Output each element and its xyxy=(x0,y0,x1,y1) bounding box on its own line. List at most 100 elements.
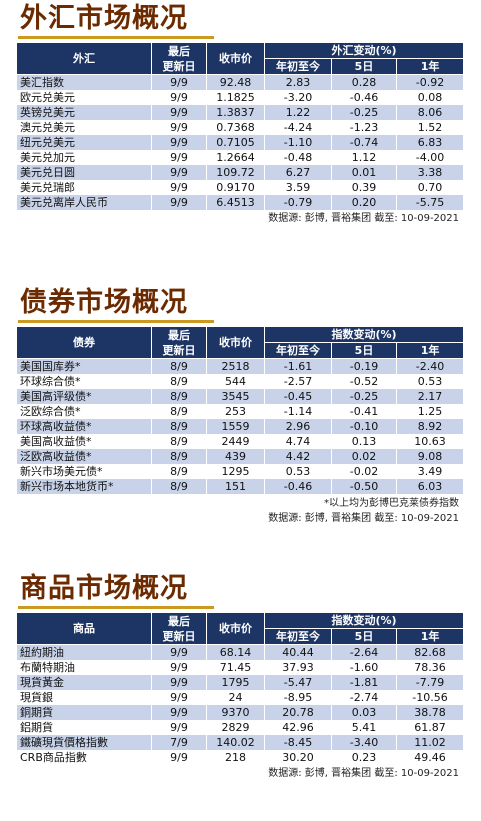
table-row: 美元兑日圆 9/9 109.72 6.27 0.01 3.38 xyxy=(16,165,465,180)
row-ytd: -8.95 xyxy=(264,690,332,705)
row-ytd: 1.22 xyxy=(264,105,332,120)
row-close: 6.4513 xyxy=(206,195,265,210)
row-5d: -0.50 xyxy=(331,479,397,494)
row-last-update: 8/9 xyxy=(151,358,207,374)
row-last-update: 7/9 xyxy=(151,735,207,750)
row-close: 1559 xyxy=(206,419,265,434)
table-row: 現貨銀 9/9 24 -8.95 -2.74 -10.56 xyxy=(16,690,465,705)
row-ytd: -0.45 xyxy=(264,389,332,404)
col-header-close: 收市价 xyxy=(206,42,265,75)
row-last-update: 8/9 xyxy=(151,434,207,449)
row-name: 美汇指数 xyxy=(16,74,152,90)
row-5d: 0.13 xyxy=(331,434,397,449)
row-close: 218 xyxy=(206,750,265,765)
table-row: 布蘭特期油 9/9 71.45 37.93 -1.60 78.36 xyxy=(16,660,465,675)
row-last-update: 9/9 xyxy=(151,165,207,180)
row-5d: -1.81 xyxy=(331,675,397,690)
row-close: 1.1825 xyxy=(206,90,265,105)
row-name: 美元兑离岸人民币 xyxy=(16,195,152,210)
row-1y: -4.00 xyxy=(395,150,465,165)
row-1y: 82.68 xyxy=(395,644,465,660)
row-ytd: -1.14 xyxy=(264,404,332,419)
table-row: 新兴市场美元债* 8/9 1295 0.53 -0.02 3.49 xyxy=(16,464,465,479)
row-last-update: 9/9 xyxy=(151,644,207,660)
row-5d: -0.25 xyxy=(331,105,397,120)
row-5d: 0.23 xyxy=(331,750,397,765)
bond-note: *以上均为彭博巴克莱债券指数 xyxy=(324,498,459,509)
row-close: 3545 xyxy=(206,389,265,404)
col-header-ytd: 年初至今 xyxy=(264,628,332,645)
row-name: 欧元兑美元 xyxy=(16,90,152,105)
row-5d: 0.03 xyxy=(331,705,397,720)
row-name: 新兴市场美元债* xyxy=(16,464,152,479)
row-close: 2829 xyxy=(206,720,265,735)
row-1y: 8.92 xyxy=(395,419,465,434)
row-last-update: 9/9 xyxy=(151,135,207,150)
col-header-close: 收市价 xyxy=(206,326,265,359)
row-5d: 0.02 xyxy=(331,449,397,464)
row-name: 銅期貨 xyxy=(16,705,152,720)
row-5d: -1.23 xyxy=(331,120,397,135)
row-close: 0.7105 xyxy=(206,135,265,150)
table-row: 美汇指数 9/9 92.48 2.83 0.28 -0.92 xyxy=(16,74,465,90)
row-1y: -7.79 xyxy=(395,675,465,690)
row-1y: 6.83 xyxy=(395,135,465,150)
row-last-update: 9/9 xyxy=(151,90,207,105)
row-close: 1.2664 xyxy=(206,150,265,165)
fx-section: 外汇市场概况 外汇 最后 更新日 收市价 外汇变动(%) 年初至今 5日 1年 美… xyxy=(16,2,465,225)
row-1y: 1.52 xyxy=(395,120,465,135)
row-close: 140.02 xyxy=(206,735,265,750)
row-name: 鋁期貨 xyxy=(16,720,152,735)
row-name: 紐約期油 xyxy=(16,644,152,660)
row-name: CRB商品指數 xyxy=(16,750,152,765)
row-5d: -0.25 xyxy=(331,389,397,404)
table-row: 現貨黃金 9/9 1795 -5.47 -1.81 -7.79 xyxy=(16,675,465,690)
row-last-update: 8/9 xyxy=(151,389,207,404)
row-1y: 3.49 xyxy=(395,464,465,479)
row-close: 151 xyxy=(206,479,265,494)
commodity-section: 商品市场概况 商品 最后 更新日 收市价 指数变动(%) 年初至今 5日 1年 紐… xyxy=(16,572,465,780)
row-5d: 1.12 xyxy=(331,150,397,165)
row-1y: 78.36 xyxy=(395,660,465,675)
table-row: 鐵礦現貨價格指數 7/9 140.02 -8.45 -3.40 11.02 xyxy=(16,735,465,750)
fx-title: 外汇市场概况 xyxy=(20,3,188,34)
row-1y: 38.78 xyxy=(395,705,465,720)
row-5d: -0.02 xyxy=(331,464,397,479)
row-5d: 0.01 xyxy=(331,165,397,180)
table-row: 美国高评级债* 8/9 3545 -0.45 -0.25 2.17 xyxy=(16,389,465,404)
row-name: 环球高收益债* xyxy=(16,419,152,434)
table-row: 美元兑加元 9/9 1.2664 -0.48 1.12 -4.00 xyxy=(16,150,465,165)
col-header-1y: 1年 xyxy=(395,58,465,75)
row-close: 24 xyxy=(206,690,265,705)
col-header-name: 商品 xyxy=(16,612,152,645)
row-ytd: 2.96 xyxy=(264,419,332,434)
table-row: 美元兑离岸人民币 9/9 6.4513 -0.79 0.20 -5.75 xyxy=(16,195,465,210)
col-header-name: 外汇 xyxy=(16,42,152,75)
col-header-change-group: 指数变动(%) xyxy=(263,612,465,629)
table-row: 銅期貨 9/9 9370 20.78 0.03 38.78 xyxy=(16,705,465,720)
row-ytd: -3.20 xyxy=(264,90,332,105)
col-header-ytd: 年初至今 xyxy=(264,58,332,75)
row-1y: -5.75 xyxy=(395,195,465,210)
row-1y: 3.38 xyxy=(395,165,465,180)
row-name: 纽元兑美元 xyxy=(16,135,152,150)
row-5d: 0.28 xyxy=(331,74,397,90)
row-last-update: 8/9 xyxy=(151,419,207,434)
row-close: 68.14 xyxy=(206,644,265,660)
row-5d: -0.10 xyxy=(331,419,397,434)
row-ytd: -1.61 xyxy=(264,358,332,374)
row-1y: -10.56 xyxy=(395,690,465,705)
row-last-update: 9/9 xyxy=(151,675,207,690)
fx-source: 数据源: 彭博, 晋裕集团 截至: 10-09-2021 xyxy=(268,213,459,224)
row-last-update: 8/9 xyxy=(151,374,207,389)
row-name: 現貨黃金 xyxy=(16,675,152,690)
row-5d: 0.39 xyxy=(331,180,397,195)
row-ytd: 37.93 xyxy=(264,660,332,675)
table-row: 澳元兑美元 9/9 0.7368 -4.24 -1.23 1.52 xyxy=(16,120,465,135)
table-row: 美元兑瑞郎 9/9 0.9170 3.59 0.39 0.70 xyxy=(16,180,465,195)
col-header-5d: 5日 xyxy=(331,628,397,645)
row-ytd: 4.74 xyxy=(264,434,332,449)
row-close: 1.3837 xyxy=(206,105,265,120)
row-5d: 0.20 xyxy=(331,195,397,210)
row-ytd: 2.83 xyxy=(264,74,332,90)
